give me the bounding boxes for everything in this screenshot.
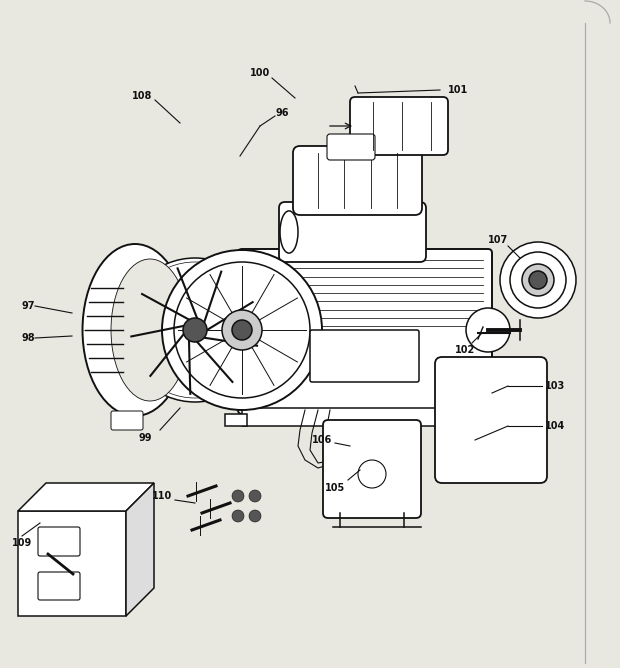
Circle shape xyxy=(123,258,267,402)
Circle shape xyxy=(249,510,261,522)
Circle shape xyxy=(232,320,252,340)
Ellipse shape xyxy=(82,244,187,416)
Polygon shape xyxy=(18,483,154,511)
Text: 103: 103 xyxy=(545,381,565,391)
Text: eReplacementParts.com: eReplacementParts.com xyxy=(236,368,363,378)
Text: 107: 107 xyxy=(488,235,508,245)
Circle shape xyxy=(127,262,263,398)
Bar xyxy=(18,511,126,616)
Circle shape xyxy=(529,271,547,289)
Polygon shape xyxy=(126,483,154,616)
Circle shape xyxy=(232,490,244,502)
Text: 104: 104 xyxy=(545,421,565,431)
FancyBboxPatch shape xyxy=(279,202,426,262)
FancyBboxPatch shape xyxy=(38,527,80,556)
Text: 108: 108 xyxy=(132,91,152,101)
Circle shape xyxy=(522,264,554,296)
Text: 110: 110 xyxy=(152,491,172,501)
Text: 96: 96 xyxy=(275,108,289,118)
Circle shape xyxy=(249,490,261,502)
FancyBboxPatch shape xyxy=(350,97,448,155)
Bar xyxy=(242,408,488,426)
Ellipse shape xyxy=(280,211,298,253)
Text: 101: 101 xyxy=(448,85,468,95)
Bar xyxy=(442,414,464,426)
Text: 102: 102 xyxy=(455,345,475,355)
Text: 106: 106 xyxy=(312,435,332,445)
Text: 109: 109 xyxy=(12,538,32,548)
FancyBboxPatch shape xyxy=(435,357,547,483)
Bar xyxy=(225,414,247,426)
FancyBboxPatch shape xyxy=(327,134,375,160)
Circle shape xyxy=(510,252,566,308)
Text: 100: 100 xyxy=(250,68,270,78)
Circle shape xyxy=(183,318,207,342)
FancyBboxPatch shape xyxy=(111,411,143,430)
Circle shape xyxy=(232,510,244,522)
Circle shape xyxy=(358,460,386,488)
Circle shape xyxy=(500,242,576,318)
FancyBboxPatch shape xyxy=(293,146,422,215)
FancyBboxPatch shape xyxy=(310,330,419,382)
Text: 97: 97 xyxy=(22,301,35,311)
Ellipse shape xyxy=(111,259,189,401)
FancyBboxPatch shape xyxy=(238,249,492,414)
FancyBboxPatch shape xyxy=(38,572,80,600)
Circle shape xyxy=(162,250,322,410)
Text: 99: 99 xyxy=(138,433,152,443)
Circle shape xyxy=(466,308,510,352)
FancyBboxPatch shape xyxy=(323,420,421,518)
Circle shape xyxy=(174,262,310,398)
Text: 98: 98 xyxy=(22,333,35,343)
Text: 105: 105 xyxy=(325,483,345,493)
Circle shape xyxy=(222,310,262,350)
